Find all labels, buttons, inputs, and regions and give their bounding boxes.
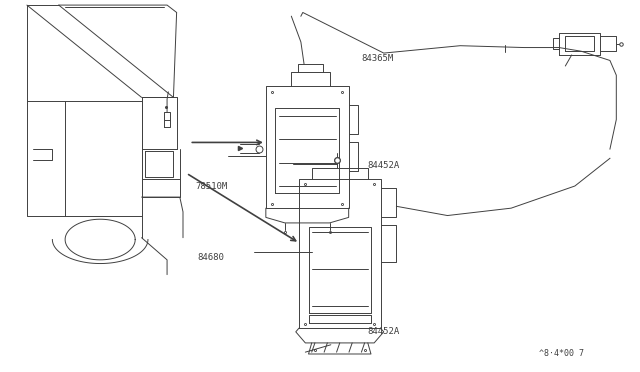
Text: 84452A: 84452A [368,161,400,170]
Text: ^8·4*00 7: ^8·4*00 7 [540,350,584,359]
Text: 84452A: 84452A [368,327,400,336]
Text: 78510M: 78510M [195,182,228,191]
Text: 84680: 84680 [198,253,225,263]
Text: 84365M: 84365M [362,54,394,63]
